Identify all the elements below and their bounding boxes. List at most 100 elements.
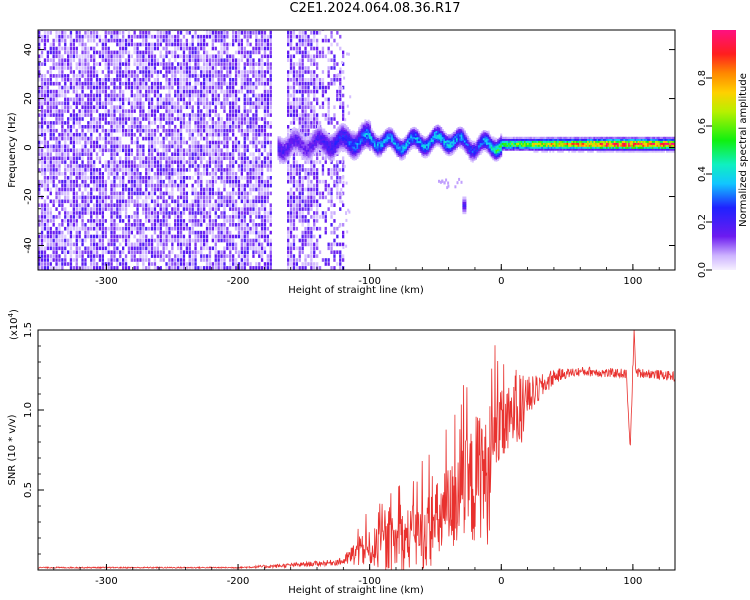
heatmap-cell [188,258,191,262]
heatmap-cell [90,148,93,153]
heatmap-cell [336,179,339,184]
heatmap-cell [246,81,249,86]
heatmap-cell [93,46,96,51]
heatmap-cell [345,244,348,248]
heatmap-cell [104,219,107,223]
heatmap-cell [90,242,93,247]
heatmap-cell [255,176,258,180]
heatmap-cell [52,109,55,113]
heatmap-cell [179,215,183,219]
heatmap-cell [252,121,255,125]
heatmap-cell [188,132,191,137]
heatmap-cell [49,254,52,258]
heatmap-cell [255,46,258,51]
heatmap-cell [226,97,229,102]
heatmap-cell [171,164,174,168]
heatmap-cell [313,250,316,254]
heatmap-cell [98,191,102,196]
heatmap-cell [177,54,180,59]
heatmap-cell [38,66,41,70]
heatmap-cell [40,54,44,59]
heatmap-cell [93,54,96,59]
heatmap-cell [153,54,157,59]
heatmap-cell [330,215,333,219]
heatmap-cell [40,242,44,247]
heatmap-cell [243,160,246,164]
heatmap-cell [229,254,232,258]
heatmap-cell [260,58,264,62]
heatmap-cell [343,76,346,80]
heatmap-cell [208,109,212,113]
heatmap-cell [289,234,293,239]
heatmap-cell [104,85,107,90]
heatmap-cell [116,93,119,98]
heatmap-cell [179,66,183,70]
heatmap-cell [81,54,84,59]
heatmap-cell [95,207,99,211]
heatmap-cell [197,176,200,180]
heatmap-cell [40,254,44,258]
heatmap-cell [168,172,171,176]
heatmap-cell [200,128,203,133]
heatmap-cell [87,78,90,82]
heatmap-cell [194,66,197,70]
heatmap-cell [81,156,84,160]
heatmap-cell [165,34,168,39]
heatmap-cell [139,144,142,149]
heatmap-cell [182,62,186,66]
heatmap-cell [133,246,136,251]
heatmap-cell [197,172,200,176]
heatmap-cell [333,38,336,43]
heatmap-cell [153,109,157,113]
heatmap-cell [67,54,70,59]
heatmap-cell [232,38,235,43]
heatmap-cell [255,113,258,117]
heatmap-cell [162,117,165,121]
heatmap-cell [226,219,229,223]
heatmap-cell [90,226,93,231]
heatmap-cell [289,66,293,70]
heatmap-cell [52,50,55,55]
heatmap-cell [93,187,96,192]
heatmap-cell [279,136,282,139]
heatmap-cell [298,168,301,172]
heatmap-cell [327,187,330,192]
heatmap-cell [168,144,171,149]
heatmap-cell [127,191,131,196]
heatmap-cell [87,191,90,196]
heatmap-cell [295,246,298,251]
heatmap-cell [84,258,87,262]
heatmap-cell [269,50,272,55]
heatmap-cell [168,97,171,102]
heatmap-cell [162,219,165,223]
heatmap-cell [200,117,203,121]
heatmap-cell [107,58,110,62]
heatmap-cell [153,81,157,86]
heatmap-cell [122,195,125,200]
heatmap-cell [90,54,93,59]
heatmap-cell [310,121,313,125]
heatmap-cell [38,132,41,137]
heatmap-cell [136,34,139,39]
heatmap-cell [38,266,41,270]
heatmap-cell [295,207,298,211]
heatmap-cell [116,183,119,188]
heatmap-cell [252,50,255,55]
heatmap-cell [130,246,133,251]
heatmap-cell [321,46,325,51]
heatmap-cell [289,34,293,39]
heatmap-cell [101,230,104,235]
heatmap-cell [298,203,301,207]
heatmap-cell [252,250,255,254]
heatmap-cell [153,199,157,204]
heatmap-cell [49,238,52,243]
heatmap-cell [203,74,206,78]
heatmap-cell [113,58,116,62]
heatmap-cell [139,183,142,188]
heatmap-cell [292,66,296,70]
heatmap-cell [295,266,298,270]
heatmap-cell [46,254,49,258]
heatmap-cell [194,46,197,51]
heatmap-cell [279,155,282,159]
heatmap-cell [40,195,44,200]
